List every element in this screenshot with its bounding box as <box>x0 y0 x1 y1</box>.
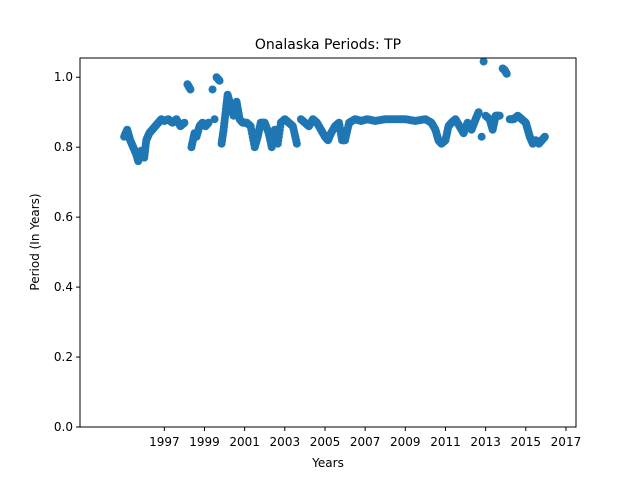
x-tick-label: 1999 <box>189 435 220 449</box>
y-axis-ticks: 0.0 0.2 0.4 0.6 0.8 1.0 <box>54 70 80 434</box>
data-point <box>474 108 483 117</box>
y-tick-label: 1.0 <box>54 70 73 84</box>
y-tick-label: 0.4 <box>54 280 73 294</box>
y-tick-label: 0.0 <box>54 420 73 434</box>
data-point <box>186 85 195 94</box>
data-point <box>180 118 189 127</box>
data-point <box>495 111 504 120</box>
data-point <box>292 139 301 148</box>
x-tick-label: 2017 <box>551 435 582 449</box>
x-tick-label: 2003 <box>270 435 301 449</box>
y-tick-label: 0.6 <box>54 210 73 224</box>
plot-frame <box>79 57 577 428</box>
x-axis-ticks: 1997 1999 2001 2003 2005 2007 2009 2011 2013 2015… <box>149 427 581 449</box>
y-tick-label: 0.2 <box>54 350 73 364</box>
x-tick-label: 2005 <box>310 435 341 449</box>
x-tick-label: 2001 <box>229 435 260 449</box>
x-tick-label: 1997 <box>149 435 180 449</box>
x-axis-label: Years <box>311 456 344 470</box>
y-axis-label: Period (In Years) <box>28 193 42 290</box>
data-point <box>502 69 511 78</box>
data-points <box>120 57 549 166</box>
x-tick-label: 2009 <box>390 435 421 449</box>
y-tick-label: 0.8 <box>54 140 73 154</box>
data-point <box>208 85 217 94</box>
data-point <box>215 76 224 85</box>
data-point <box>479 57 488 66</box>
x-tick-label: 2013 <box>470 435 501 449</box>
chart-title: Onalaska Periods: TP <box>255 37 401 53</box>
x-tick-label: 2007 <box>350 435 381 449</box>
data-point <box>540 132 549 141</box>
x-tick-label: 2011 <box>430 435 461 449</box>
x-tick-label: 2015 <box>511 435 542 449</box>
data-point <box>204 118 213 127</box>
data-point <box>477 132 486 141</box>
data-point <box>210 115 219 124</box>
